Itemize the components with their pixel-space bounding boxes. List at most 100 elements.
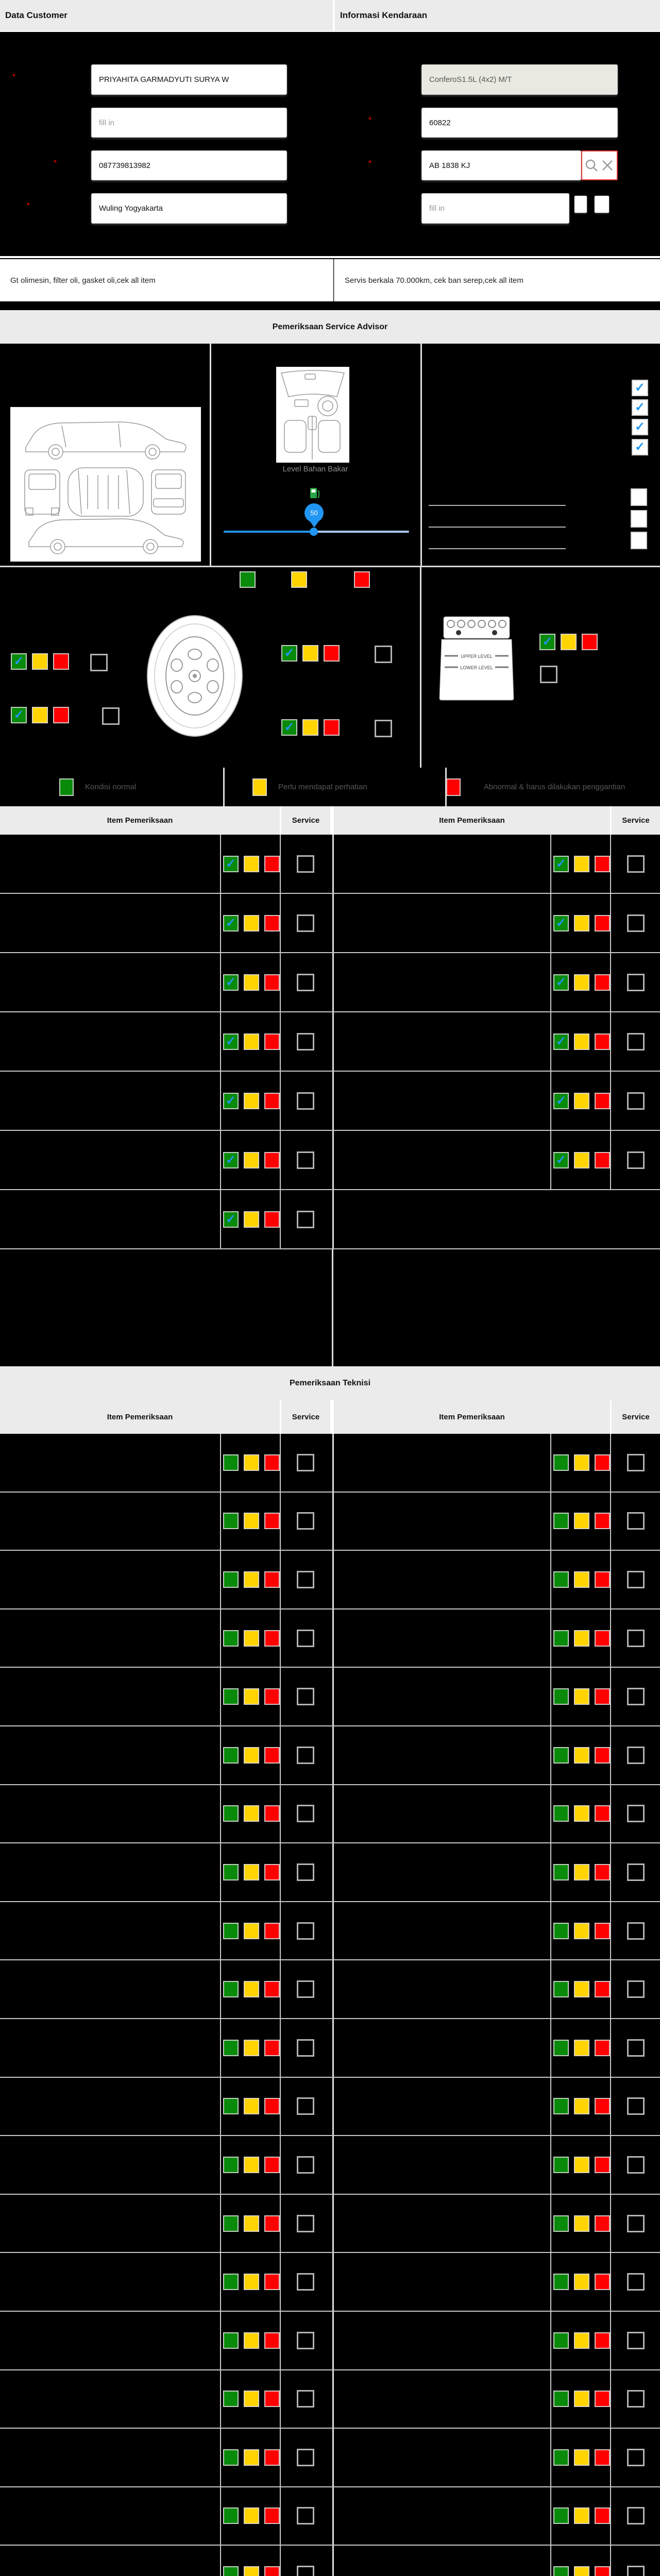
vehicle-km-input[interactable]: 60822 [421,108,618,138]
status-red-option[interactable] [264,2274,280,2291]
service-checkbox[interactable] [297,1629,314,1647]
customer-request-note[interactable]: Gt olimesin, filter oli, gasket oli,cek … [0,259,333,301]
status-yellow-option[interactable] [574,2391,589,2408]
status-yellow-option[interactable] [574,1922,589,1939]
status-red-option[interactable] [595,914,610,931]
status-green-option[interactable] [223,1630,239,1647]
tire-rear-right-service-checkbox[interactable] [375,720,392,737]
status-red-option[interactable] [264,2332,280,2349]
service-checkbox[interactable] [297,1210,314,1228]
status-green-option[interactable] [553,1863,569,1880]
status-yellow-option[interactable] [574,1092,589,1109]
status-red-option[interactable] [264,1211,280,1228]
service-checkbox[interactable] [297,2097,314,2115]
status-green-option[interactable]: ✓ [223,1151,239,1168]
status-red-option[interactable] [595,1805,610,1822]
service-checkbox[interactable] [627,1512,645,1530]
service-checkbox[interactable] [297,2039,314,2057]
status-red-option[interactable] [595,1688,610,1705]
status-green-option[interactable] [223,1513,239,1530]
status-red-option[interactable] [264,2156,280,2173]
status-green-option[interactable]: ✓ [281,645,297,662]
service-checkbox[interactable] [297,2214,314,2232]
status-red-option[interactable] [264,1688,280,1705]
status-yellow-option[interactable] [574,855,589,872]
status-red-option[interactable] [53,653,69,670]
status-yellow-option[interactable] [561,634,577,650]
status-red-option[interactable] [264,2098,280,2115]
status-green-option[interactable] [553,2274,569,2291]
status-red-option[interactable] [595,1151,610,1168]
status-yellow-option[interactable] [574,2332,589,2349]
status-red-option[interactable] [595,1571,610,1588]
status-yellow-option[interactable] [244,1092,259,1109]
status-yellow-option[interactable] [32,707,48,723]
status-red-option[interactable] [595,2098,610,2115]
status-yellow-option[interactable] [244,2507,259,2524]
status-green-option[interactable]: ✓ [11,707,27,723]
search-icon[interactable] [584,158,599,173]
service-checkbox[interactable] [627,2214,645,2232]
service-checkbox[interactable] [297,2156,314,2174]
status-red-option[interactable] [264,914,280,931]
status-red-option[interactable] [264,1747,280,1764]
service-checkbox[interactable] [627,1453,645,1471]
status-green-option[interactable] [553,1571,569,1588]
status-green-option[interactable] [553,1688,569,1705]
status-yellow-option[interactable] [244,1922,259,1939]
status-red-option[interactable] [264,1630,280,1647]
status-red-option[interactable] [582,634,598,650]
tire-top-yellow-option[interactable] [291,571,307,588]
status-green-option[interactable]: ✓ [223,1211,239,1228]
status-yellow-option[interactable] [574,2098,589,2115]
status-red-option[interactable] [264,1151,280,1168]
status-green-option[interactable] [223,1863,239,1880]
service-checkbox[interactable] [627,2448,645,2466]
status-yellow-option[interactable] [244,1688,259,1705]
service-checkbox[interactable] [297,1980,314,1998]
service-checkbox[interactable] [627,1863,645,1881]
status-red-option[interactable] [595,2566,610,2576]
status-yellow-option[interactable] [574,1571,589,1588]
service-checkbox[interactable] [297,1453,314,1471]
status-red-option[interactable] [595,2156,610,2173]
status-green-option[interactable] [553,2098,569,2115]
customer-name-input[interactable]: PRIYAHITA GARMADYUTI SURYA W [91,64,287,95]
status-red-option[interactable] [595,1981,610,1998]
status-green-option[interactable] [553,2039,569,2056]
status-green-option[interactable] [553,1805,569,1822]
service-checkbox[interactable] [627,2039,645,2057]
status-red-option[interactable] [264,2507,280,2524]
status-red-option[interactable] [264,2449,280,2466]
status-red-option[interactable] [264,2566,280,2576]
status-yellow-option[interactable] [574,1630,589,1647]
status-red-option[interactable] [595,974,610,991]
status-red-option[interactable] [264,2215,280,2232]
service-checkbox[interactable] [297,1570,314,1588]
status-yellow-option[interactable] [244,1981,259,1998]
status-green-option[interactable] [553,1922,569,1939]
service-checkbox[interactable] [627,2097,645,2115]
status-green-option[interactable] [223,2332,239,2349]
interior-checkbox-4[interactable]: ✓ [632,439,648,455]
service-checkbox[interactable] [297,2448,314,2466]
status-red-option[interactable] [595,2507,610,2524]
dealer-input[interactable]: Wuling Yogyakarta [91,193,287,224]
clear-icon[interactable] [600,158,615,173]
service-checkbox[interactable] [297,1512,314,1530]
interior-checkbox-7[interactable] [631,532,647,549]
status-red-option[interactable] [595,2449,610,2466]
plate-number-input[interactable]: AB 1838 KJ [421,150,581,180]
service-checkbox[interactable] [297,1746,314,1764]
service-checkbox[interactable] [627,1922,645,1940]
status-green-option[interactable] [223,2507,239,2524]
status-green-option[interactable] [223,1981,239,1998]
status-red-option[interactable] [595,2391,610,2408]
status-red-option[interactable] [324,719,340,736]
service-checkbox[interactable] [627,2273,645,2291]
vehicle-field4-input[interactable]: fill in [421,193,569,224]
status-yellow-option[interactable] [574,1688,589,1705]
status-yellow-option[interactable] [32,653,48,670]
status-green-option[interactable] [553,2156,569,2173]
status-green-option[interactable]: ✓ [223,1033,239,1050]
